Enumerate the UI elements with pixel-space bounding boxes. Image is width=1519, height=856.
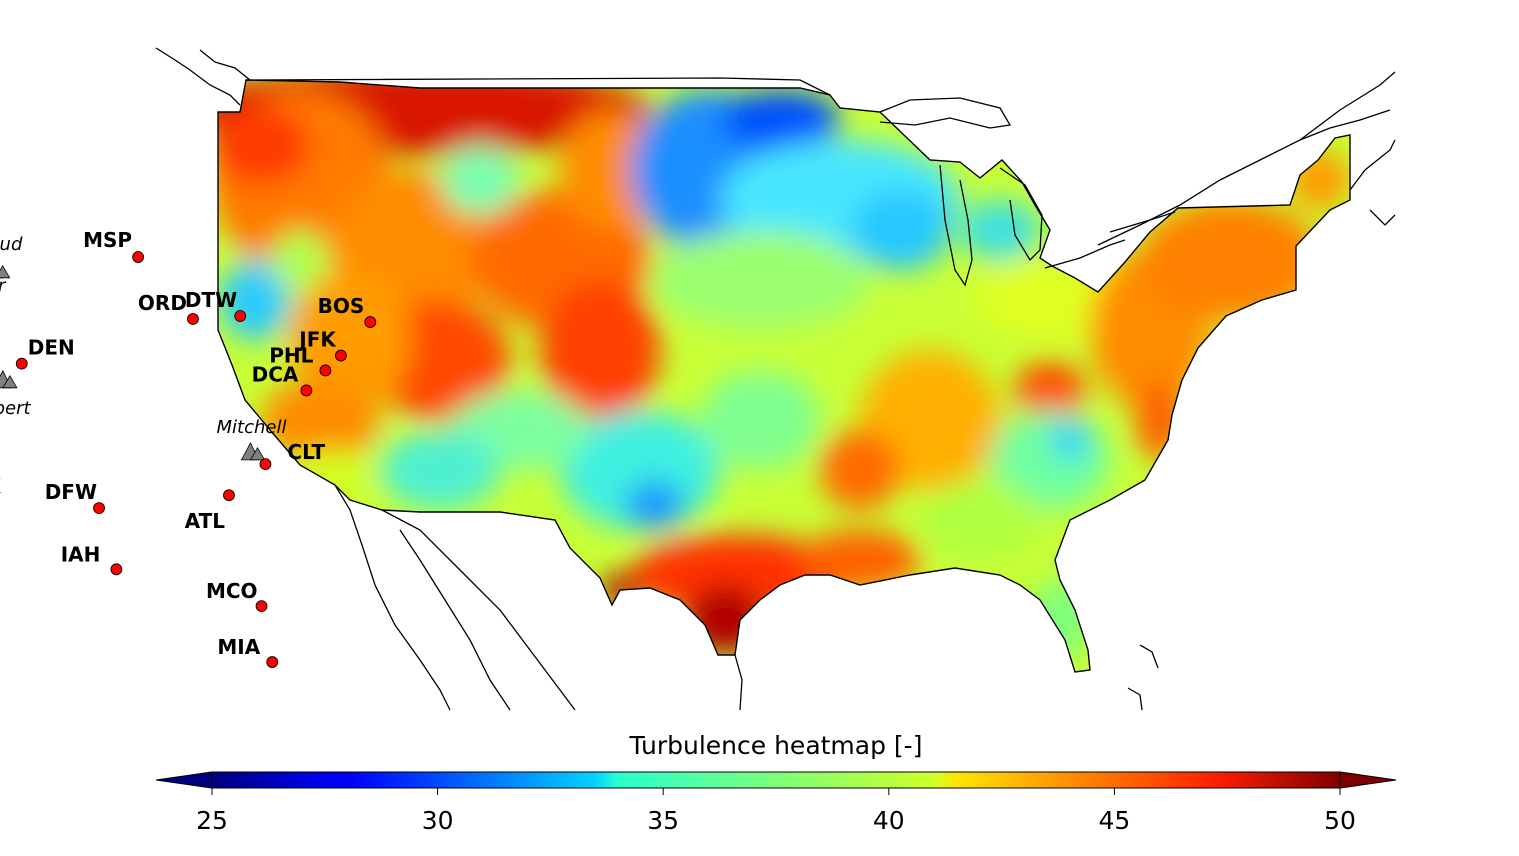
airport-marker bbox=[223, 489, 235, 502]
airport-label: DEN bbox=[28, 336, 75, 360]
airport-den: DEN bbox=[15, 336, 75, 370]
airport-marker bbox=[132, 251, 145, 263]
mountain-icon bbox=[2, 375, 18, 389]
airport-dfw: DFW bbox=[45, 480, 105, 515]
mountain-label: Warrior bbox=[0, 276, 7, 297]
mountain-icon bbox=[249, 447, 266, 461]
airport-mia: MIA bbox=[217, 635, 279, 668]
colorbar-tick-label: 35 bbox=[647, 806, 679, 835]
colorbar-max-extend bbox=[1339, 771, 1397, 789]
colorbar-min-extend bbox=[155, 771, 213, 789]
mountain-label: Mitchell bbox=[217, 417, 287, 438]
airport-label: BOS bbox=[318, 294, 365, 318]
airport-msp: MSP bbox=[83, 228, 145, 263]
airport-label: ATL bbox=[185, 509, 226, 533]
airport-marker bbox=[234, 310, 247, 322]
airport-markers: SEASFOLAXLASPHXSLCDENDFWIAHMSPORDDTWATLC… bbox=[0, 228, 377, 668]
airport-iah: IAH bbox=[61, 542, 123, 576]
airport-jfk: JFK bbox=[297, 328, 347, 362]
airport-label: MSP bbox=[83, 228, 132, 252]
airport-atl: ATL bbox=[185, 489, 235, 533]
airport-marker bbox=[300, 384, 313, 397]
airport-label: DTW bbox=[185, 288, 237, 312]
airport-marker bbox=[187, 313, 199, 325]
mountain-icon bbox=[0, 265, 11, 279]
colorbar-tick-label: 50 bbox=[1324, 806, 1356, 835]
colorbar-tick-label: 30 bbox=[422, 806, 454, 835]
airport-bos: BOS bbox=[318, 294, 377, 328]
heatmap-layer bbox=[218, 80, 1350, 672]
airport-label: CLT bbox=[287, 440, 325, 464]
airport-label: IAH bbox=[61, 542, 101, 566]
mountain-elbert: Elbert bbox=[0, 369, 31, 419]
airport-dca: DCA bbox=[252, 362, 313, 397]
airport-label: DCA bbox=[252, 362, 299, 386]
colorbar-title: Turbulence heatmap [-] bbox=[629, 731, 923, 760]
airport-mco: MCO bbox=[206, 579, 268, 612]
airport-phl: PHL bbox=[269, 343, 332, 377]
airport-marker bbox=[319, 364, 332, 377]
airport-phx: PHX bbox=[0, 474, 2, 498]
airport-marker bbox=[334, 349, 347, 362]
colorbar-tick-label: 45 bbox=[1098, 806, 1130, 835]
colorbar-bar bbox=[211, 771, 1341, 789]
airport-marker bbox=[93, 502, 105, 515]
airport-label: PHX bbox=[0, 474, 2, 498]
airport-marker bbox=[15, 357, 28, 370]
mountain-markers: RainerRedBorahCloudWarriorPilotElbertWhi… bbox=[0, 234, 287, 461]
airport-marker bbox=[259, 458, 272, 471]
airport-marker bbox=[266, 656, 279, 668]
colorbar-tick-label: 25 bbox=[196, 806, 228, 835]
mountain-label: Elbert bbox=[0, 398, 31, 419]
airport-marker bbox=[364, 316, 377, 328]
airport-label: DFW bbox=[45, 480, 97, 504]
colorbar-ticks: 25 30 35 40 45 50 bbox=[196, 788, 1356, 835]
airport-label: ORD bbox=[138, 291, 187, 315]
colorbar: Turbulence heatmap [-] 25 30 35 40 45 50 bbox=[155, 731, 1397, 835]
airport-clt: CLT bbox=[259, 440, 326, 471]
airport-dtw: DTW bbox=[185, 288, 247, 322]
borders bbox=[155, 47, 1396, 711]
airport-label: MIA bbox=[217, 635, 260, 659]
airport-ord: ORD bbox=[138, 291, 199, 325]
airport-marker bbox=[110, 563, 123, 576]
airport-marker bbox=[255, 600, 268, 612]
mountain-mitchell: Mitchell bbox=[217, 417, 287, 461]
airport-label: JFK bbox=[297, 328, 337, 352]
mountain-warrior: Warrior bbox=[0, 276, 7, 297]
colorbar-tick-label: 40 bbox=[873, 806, 905, 835]
airport-label: PHL bbox=[269, 343, 313, 367]
airport-label: MCO bbox=[206, 579, 258, 603]
mountain-label: Cloud bbox=[0, 234, 23, 255]
mountain-cloud: Cloud bbox=[0, 234, 23, 279]
